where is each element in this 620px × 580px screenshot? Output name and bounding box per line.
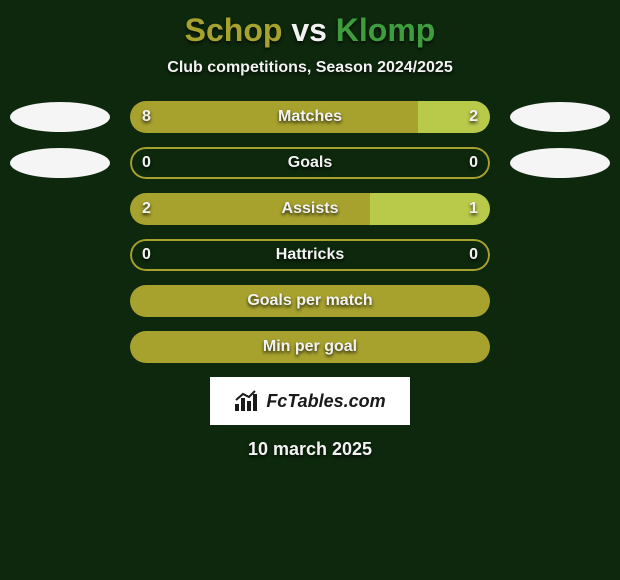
- stat-bar: Goals 0 0: [130, 147, 490, 179]
- stat-label: Goals per match: [247, 292, 372, 310]
- stats-container: Matches82Goals00Assists21Hattricks00Goal…: [0, 101, 620, 363]
- stat-label: Assists: [282, 200, 339, 218]
- stat-value-right: 2: [469, 108, 478, 126]
- stat-label: Goals: [288, 154, 332, 172]
- title-vs: vs: [291, 12, 327, 48]
- player2-avatar: [510, 148, 610, 178]
- stat-bar: Min per goal: [130, 331, 490, 363]
- player1-avatar: [10, 102, 110, 132]
- branding-box[interactable]: FcTables.com: [210, 377, 410, 425]
- stat-row: Matches 8 2: [10, 101, 610, 133]
- bar-left-fill: [130, 101, 418, 133]
- title-player2: Klomp: [336, 12, 436, 48]
- stat-value-left: 0: [142, 154, 151, 172]
- stat-row: Goals 0 0: [10, 147, 610, 179]
- chart-icon: [234, 390, 260, 412]
- stat-row: Min per goal: [10, 331, 610, 363]
- player2-avatar: [510, 102, 610, 132]
- subtitle: Club competitions, Season 2024/2025: [0, 59, 620, 77]
- bar-right-fill: [418, 101, 490, 133]
- stat-row: Assists 2 1: [10, 193, 610, 225]
- stat-value-left: 0: [142, 246, 151, 264]
- date: 10 march 2025: [0, 439, 620, 460]
- branding-text: FcTables.com: [266, 391, 385, 412]
- stat-label: Hattricks: [276, 246, 344, 264]
- stat-bar: Assists 2 1: [130, 193, 490, 225]
- stat-label: Min per goal: [263, 338, 357, 356]
- page-title: Schop vs Klomp: [0, 0, 620, 49]
- stat-label: Matches: [278, 108, 342, 126]
- stat-row: Goals per match: [10, 285, 610, 317]
- player1-avatar: [10, 148, 110, 178]
- stat-row: Hattricks 0 0: [10, 239, 610, 271]
- stat-bar: Matches 8 2: [130, 101, 490, 133]
- stat-bar: Hattricks 0 0: [130, 239, 490, 271]
- stat-value-left: 2: [142, 200, 151, 218]
- stat-value-right: 0: [469, 246, 478, 264]
- stat-value-right: 1: [469, 200, 478, 218]
- stat-value-right: 0: [469, 154, 478, 172]
- stat-bar: Goals per match: [130, 285, 490, 317]
- stat-value-left: 8: [142, 108, 151, 126]
- title-player1: Schop: [185, 12, 283, 48]
